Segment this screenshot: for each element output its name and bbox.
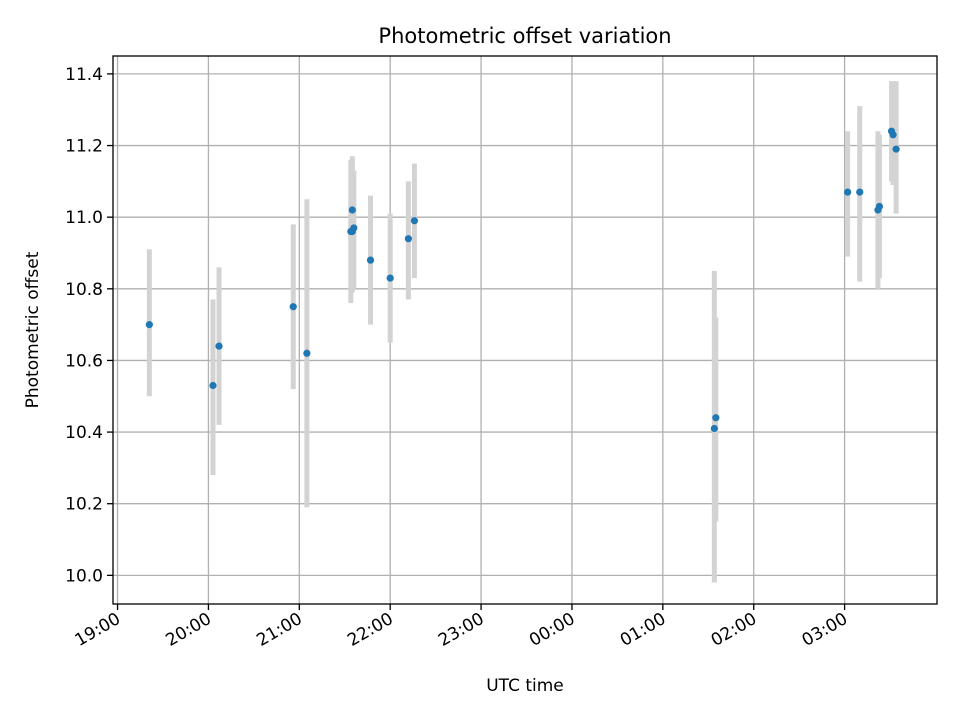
- chart-title: Photometric offset variation: [378, 24, 671, 48]
- plot-frame: [112, 55, 938, 605]
- y-tick-label: 10.6: [65, 351, 103, 371]
- y-tick-label: 11.0: [65, 208, 103, 228]
- data-point: [844, 188, 852, 196]
- data-point: [215, 342, 223, 350]
- data-point: [145, 321, 153, 329]
- data-point: [875, 202, 884, 211]
- data-points: [145, 127, 900, 433]
- data-point: [710, 424, 718, 433]
- data-point: [303, 349, 311, 357]
- data-point: [404, 235, 412, 243]
- data-point: [386, 274, 394, 282]
- data-point: [209, 381, 217, 390]
- y-tick-label: 10.8: [65, 280, 103, 300]
- data-point: [856, 188, 864, 196]
- data-point: [350, 224, 358, 232]
- y-tick-label: 10.2: [65, 495, 103, 515]
- data-point: [712, 414, 720, 422]
- data-point: [289, 303, 297, 311]
- data-point: [348, 206, 356, 214]
- data-point: [410, 217, 419, 225]
- grid-lines: [113, 56, 937, 604]
- data-point: [889, 131, 897, 139]
- x-axis-label: UTC time: [486, 676, 564, 696]
- data-point: [366, 256, 375, 264]
- y-tick-label: 11.4: [65, 65, 103, 85]
- y-tick-label: 10.0: [65, 566, 103, 586]
- y-axis-label: Photometric offset: [23, 251, 43, 408]
- y-tick-label: 10.4: [65, 423, 103, 443]
- data-point: [892, 145, 900, 153]
- y-tick-label: 11.2: [65, 137, 103, 157]
